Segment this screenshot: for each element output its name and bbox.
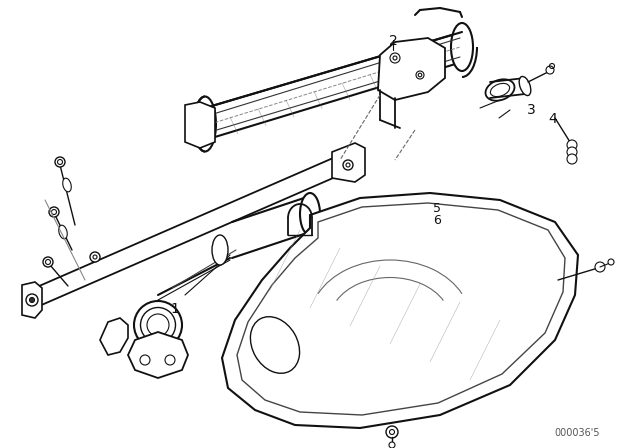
- Polygon shape: [222, 193, 578, 428]
- Circle shape: [413, 195, 427, 209]
- Circle shape: [389, 442, 395, 448]
- Polygon shape: [185, 102, 215, 148]
- Text: 6: 6: [433, 214, 441, 227]
- Circle shape: [567, 147, 577, 157]
- Polygon shape: [332, 143, 365, 182]
- Ellipse shape: [134, 301, 182, 349]
- Circle shape: [608, 259, 614, 265]
- Circle shape: [567, 140, 577, 150]
- Circle shape: [49, 207, 59, 217]
- Circle shape: [416, 71, 424, 79]
- Text: 000036'5: 000036'5: [554, 428, 600, 438]
- Circle shape: [26, 294, 38, 306]
- Text: 2: 2: [388, 34, 397, 48]
- Circle shape: [567, 154, 577, 164]
- Ellipse shape: [490, 83, 509, 97]
- Circle shape: [90, 252, 100, 262]
- Circle shape: [595, 262, 605, 272]
- Circle shape: [390, 53, 400, 63]
- Circle shape: [386, 426, 398, 438]
- Circle shape: [43, 257, 53, 267]
- Ellipse shape: [486, 79, 515, 101]
- Circle shape: [140, 355, 150, 365]
- Ellipse shape: [194, 96, 216, 151]
- Circle shape: [413, 208, 427, 222]
- Circle shape: [55, 157, 65, 167]
- Ellipse shape: [546, 66, 554, 74]
- Ellipse shape: [63, 178, 71, 192]
- Polygon shape: [128, 332, 188, 378]
- Circle shape: [29, 297, 35, 302]
- Circle shape: [343, 160, 353, 170]
- Polygon shape: [100, 318, 128, 355]
- Circle shape: [165, 355, 175, 365]
- Ellipse shape: [250, 317, 300, 373]
- Text: 1: 1: [171, 302, 179, 316]
- Ellipse shape: [519, 77, 531, 95]
- Ellipse shape: [141, 307, 175, 343]
- Text: 4: 4: [548, 112, 557, 126]
- Text: 5: 5: [433, 202, 441, 215]
- Text: 3: 3: [527, 103, 536, 117]
- Ellipse shape: [300, 193, 320, 235]
- Ellipse shape: [451, 23, 473, 71]
- Polygon shape: [378, 38, 445, 100]
- Polygon shape: [22, 282, 42, 318]
- Ellipse shape: [212, 235, 228, 265]
- Ellipse shape: [59, 225, 67, 239]
